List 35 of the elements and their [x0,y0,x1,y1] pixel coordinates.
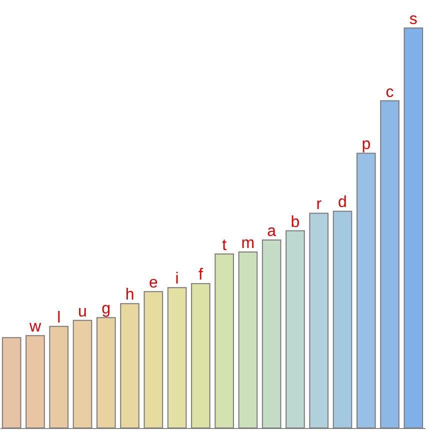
bar [144,291,164,428]
x-tick-label: w [28,318,42,336]
bar [238,252,258,428]
bar [120,303,140,428]
bar [380,100,400,428]
x-tick-label: l [57,309,61,326]
bar [356,152,376,428]
bar [191,283,210,428]
bar [262,240,282,428]
bar [26,335,45,428]
x-tick-label: u [78,303,87,320]
x-tick-label: h [125,286,134,304]
bar [96,317,116,428]
bar [309,212,329,428]
x-tick-label: i [175,270,179,288]
x-tick-label: d [338,194,347,212]
bar [286,230,305,428]
bar [2,337,22,428]
x-tick-label: e [148,274,158,292]
bar [332,210,352,428]
bar [72,320,92,428]
x-tick-label: f [198,266,204,284]
x-tick-label: s [409,11,418,28]
bar [49,326,69,428]
x-tick-label: c [386,84,394,101]
x-tick-label: b [290,214,300,231]
bar [214,254,234,428]
x-tick-label: t [222,237,228,254]
x-tick-label: r [316,196,322,214]
x-tick-label: a [267,223,276,240]
x-tick-label: p [362,136,371,154]
x-tick-label: g [102,300,111,318]
bar [404,28,424,428]
bar [167,287,187,428]
x-tick-label: m [241,235,255,252]
